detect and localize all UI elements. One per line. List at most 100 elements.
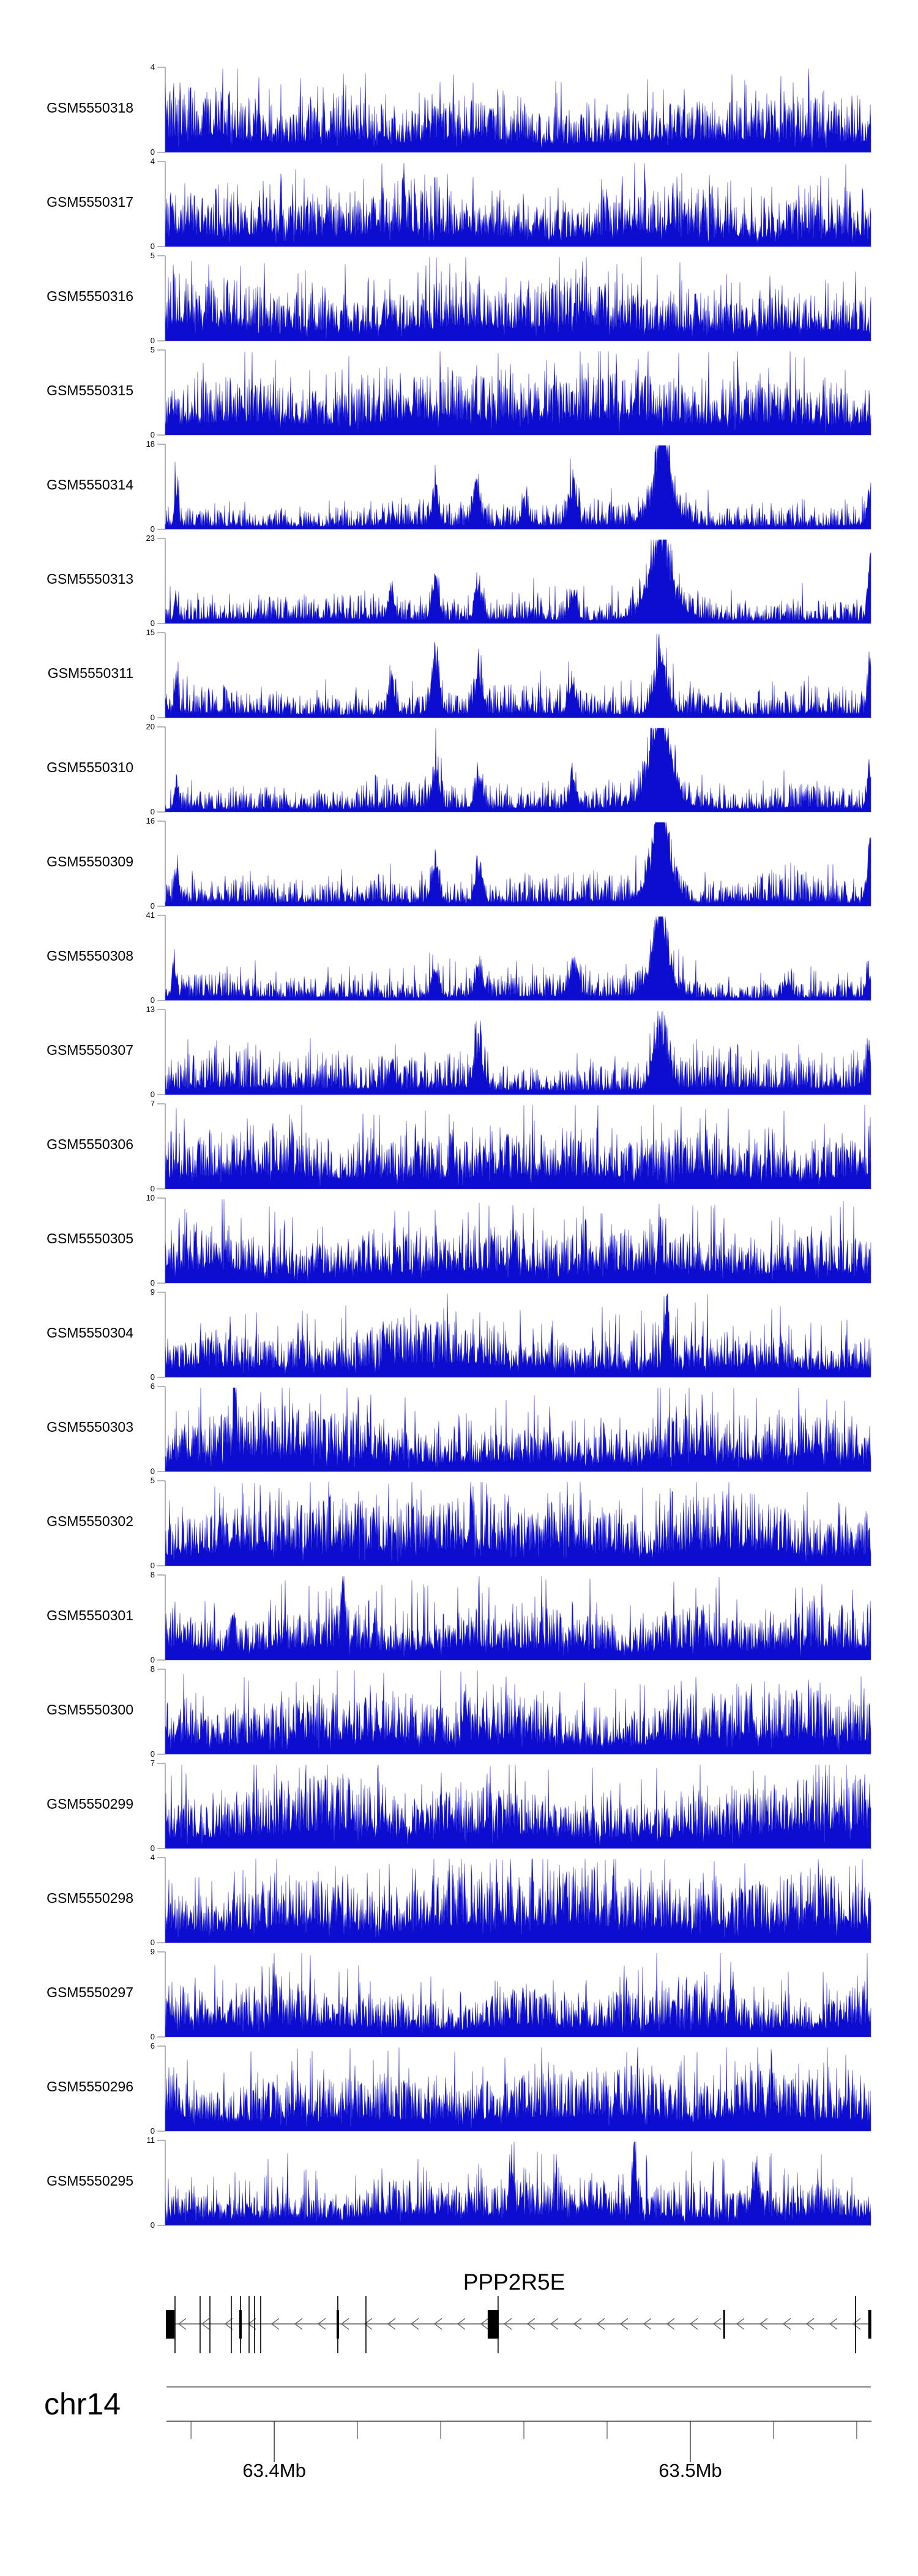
- coverage-histogram: [165, 1576, 871, 1661]
- y-axis-max-label: 5: [150, 1476, 155, 1485]
- y-axis: [157, 349, 166, 436]
- y-axis: [157, 1857, 166, 1943]
- track-GSM5550304: [157, 1292, 871, 1378]
- strand-arrow-left-icon: [410, 2318, 419, 2330]
- track-GSM5550295: [157, 2140, 871, 2226]
- strand-arrow-left-icon: [689, 2318, 698, 2330]
- coverage-histogram: [165, 1387, 871, 1472]
- track-GSM5550303: [157, 1386, 871, 1472]
- track-GSM5550310: [157, 726, 871, 813]
- track-label: GSM5550313: [47, 571, 133, 587]
- exon-box: [487, 2310, 499, 2339]
- strand-arrow-left-icon: [224, 2318, 233, 2330]
- exon-box: [166, 2310, 175, 2339]
- y-axis-max-label: 8: [150, 1664, 155, 1673]
- y-axis-max-label: 7: [150, 1099, 155, 1108]
- strand-arrow-left-icon: [712, 2318, 722, 2330]
- strand-arrow-left-icon: [177, 2318, 187, 2330]
- axis-tick-label: 63.5Mb: [659, 2460, 722, 2481]
- coverage-histogram: [165, 351, 871, 436]
- y-axis: [157, 255, 166, 341]
- y-axis: [157, 1197, 166, 1284]
- y-axis-max-label: 15: [146, 628, 155, 637]
- exon-box: [336, 2310, 339, 2339]
- strand-arrow-left-icon: [643, 2318, 652, 2330]
- track-label: GSM5550301: [47, 1607, 133, 1623]
- track-label: GSM5550302: [47, 1513, 133, 1529]
- track-label: GSM5550318: [47, 100, 133, 116]
- strand-arrow-left-icon: [573, 2318, 582, 2330]
- track-GSM5550307: [157, 1009, 871, 1095]
- y-axis: [157, 1480, 166, 1566]
- strand-arrow-left-icon: [526, 2318, 536, 2330]
- strand-arrow-left-icon: [480, 2318, 489, 2330]
- coverage-histogram: [165, 69, 871, 153]
- strand-arrow-left-icon: [550, 2318, 559, 2330]
- y-axis-max-label: 10: [146, 1193, 155, 1202]
- y-axis: [157, 538, 166, 624]
- y-axis-max-label: 11: [146, 2135, 155, 2145]
- y-axis-max-label: 18: [146, 439, 155, 449]
- strand-arrow-left-icon: [503, 2318, 512, 2330]
- coverage-histogram: [165, 257, 871, 341]
- coverage-histogram: [165, 1765, 871, 1849]
- track-GSM5550318: [157, 67, 871, 153]
- y-axis: [157, 1292, 166, 1378]
- coverage-histogram: [165, 728, 871, 813]
- y-axis: [157, 67, 166, 153]
- track-label: GSM5550315: [47, 382, 133, 398]
- track-GSM5550299: [157, 1763, 871, 1849]
- y-axis-zero-label: 0: [150, 619, 155, 628]
- track-label: GSM5550307: [47, 1042, 133, 1058]
- track-label: GSM5550296: [47, 2079, 133, 2094]
- y-axis-max-label: 5: [150, 251, 155, 260]
- strand-arrow-left-icon: [387, 2318, 396, 2330]
- coverage-histogram: [165, 539, 871, 624]
- y-axis-max-label: 4: [150, 1853, 155, 1862]
- track-GSM5550313: [157, 538, 871, 624]
- y-axis-zero-label: 0: [150, 2220, 155, 2230]
- axis-tick-label: 63.4Mb: [242, 2460, 306, 2481]
- track-GSM5550297: [157, 1951, 871, 2038]
- strand-arrow-left-icon: [364, 2318, 373, 2330]
- y-axis-max-label: 4: [150, 62, 155, 72]
- strand-arrow-left-icon: [782, 2318, 791, 2330]
- y-axis: [157, 2140, 166, 2226]
- y-axis-zero-label: 0: [150, 336, 155, 345]
- y-axis-max-label: 7: [150, 1759, 155, 1768]
- y-axis-zero-label: 0: [150, 1184, 155, 1193]
- track-GSM5550316: [157, 255, 871, 341]
- track-GSM5550300: [157, 1669, 871, 1755]
- strand-arrow-left-icon: [457, 2318, 466, 2330]
- y-axis-zero-label: 0: [150, 147, 155, 157]
- coverage-histogram: [165, 1482, 871, 1566]
- track-label: GSM5550300: [47, 1702, 133, 1718]
- track-label: GSM5550308: [47, 948, 133, 964]
- strand-arrow-left-icon: [294, 2318, 303, 2330]
- strand-arrow-left-icon: [759, 2318, 768, 2330]
- y-axis: [157, 444, 166, 530]
- y-axis-zero-label: 0: [150, 1278, 155, 1287]
- strand-arrow-left-icon: [340, 2318, 349, 2330]
- y-axis-zero-label: 0: [150, 430, 155, 439]
- strand-arrow-left-icon: [596, 2318, 605, 2330]
- y-axis: [157, 1574, 166, 1661]
- coverage-histogram: [165, 1670, 871, 1755]
- chromosome-label: chr14: [44, 2387, 121, 2421]
- track-label: GSM5550297: [47, 1984, 133, 2000]
- strand-arrow-left-icon: [271, 2318, 280, 2330]
- coverage-histogram: [165, 916, 871, 1001]
- strand-arrow-left-icon: [433, 2318, 442, 2330]
- strand-arrow-left-icon: [666, 2318, 675, 2330]
- y-axis: [157, 821, 166, 907]
- y-axis-max-label: 41: [146, 910, 155, 920]
- y-axis-max-label: 23: [146, 534, 155, 543]
- strand-arrow-left-icon: [829, 2318, 838, 2330]
- y-axis-zero-label: 0: [150, 1561, 155, 1570]
- y-axis-max-label: 8: [150, 1570, 155, 1579]
- y-axis: [157, 1951, 166, 2038]
- y-axis: [157, 1009, 166, 1095]
- y-axis-zero-label: 0: [150, 807, 155, 816]
